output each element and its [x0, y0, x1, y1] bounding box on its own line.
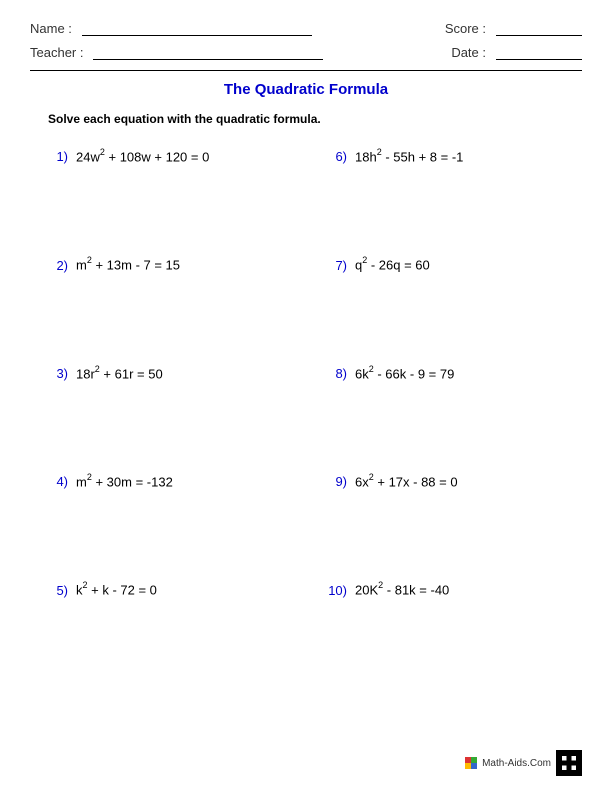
problem-number: 10): [323, 583, 347, 598]
equation: 18r2 + 61r = 50: [76, 365, 163, 381]
equation: 20K2 - 81k = -40: [355, 581, 449, 597]
score-blank: [496, 20, 582, 36]
score-label: Score :: [445, 21, 486, 36]
problem-3: 3) 18r2 + 61r = 50: [44, 365, 303, 381]
worksheet-title: The Quadratic Formula: [30, 81, 582, 98]
equation: q2 - 26q = 60: [355, 256, 430, 272]
problem-grid: 1) 24w2 + 108w + 120 = 0 2) m2 + 13m - 7…: [30, 148, 582, 598]
problem-number: 7): [323, 258, 347, 273]
problem-6: 6) 18h2 - 55h + 8 = -1: [323, 148, 582, 164]
date-blank: [496, 44, 582, 60]
teacher-label: Teacher :: [30, 45, 83, 60]
equation: m2 + 30m = -132: [76, 473, 173, 489]
problem-2: 2) m2 + 13m - 7 = 15: [44, 256, 303, 272]
problem-10: 10) 20K2 - 81k = -40: [323, 581, 582, 597]
name-label: Name :: [30, 21, 72, 36]
divider: [30, 70, 582, 71]
equation: 24w2 + 108w + 120 = 0: [76, 148, 209, 164]
date-label: Date :: [451, 45, 486, 60]
problem-number: 2): [44, 258, 68, 273]
date-field: Date :: [451, 44, 582, 60]
teacher-blank: [93, 44, 323, 60]
problem-5: 5) k2 + k - 72 = 0: [44, 581, 303, 597]
footer: Math-Aids.Com: [465, 750, 582, 776]
problem-number: 1): [44, 149, 68, 164]
problem-8: 8) 6k2 - 66k - 9 = 79: [323, 365, 582, 381]
problem-number: 6): [323, 149, 347, 164]
equation: m2 + 13m - 7 = 15: [76, 256, 180, 272]
problem-number: 5): [44, 583, 68, 598]
problem-4: 4) m2 + 30m = -132: [44, 473, 303, 489]
equation: 18h2 - 55h + 8 = -1: [355, 148, 463, 164]
equation: 6x2 + 17x - 88 = 0: [355, 473, 458, 489]
problem-number: 9): [323, 474, 347, 489]
equation: k2 + k - 72 = 0: [76, 581, 157, 597]
score-field: Score :: [445, 20, 582, 36]
instructions: Solve each equation with the quadratic f…: [48, 112, 582, 126]
logo-icon: [465, 757, 477, 769]
footer-site: Math-Aids.Com: [482, 758, 551, 769]
problem-9: 9) 6x2 + 17x - 88 = 0: [323, 473, 582, 489]
problem-7: 7) q2 - 26q = 60: [323, 256, 582, 272]
problem-1: 1) 24w2 + 108w + 120 = 0: [44, 148, 303, 164]
problem-number: 3): [44, 366, 68, 381]
qr-code-icon: [556, 750, 582, 776]
name-blank: [82, 20, 312, 36]
equation: 6k2 - 66k - 9 = 79: [355, 365, 454, 381]
problem-number: 8): [323, 366, 347, 381]
teacher-field: Teacher :: [30, 44, 323, 60]
name-field: Name :: [30, 20, 312, 36]
problem-number: 4): [44, 474, 68, 489]
